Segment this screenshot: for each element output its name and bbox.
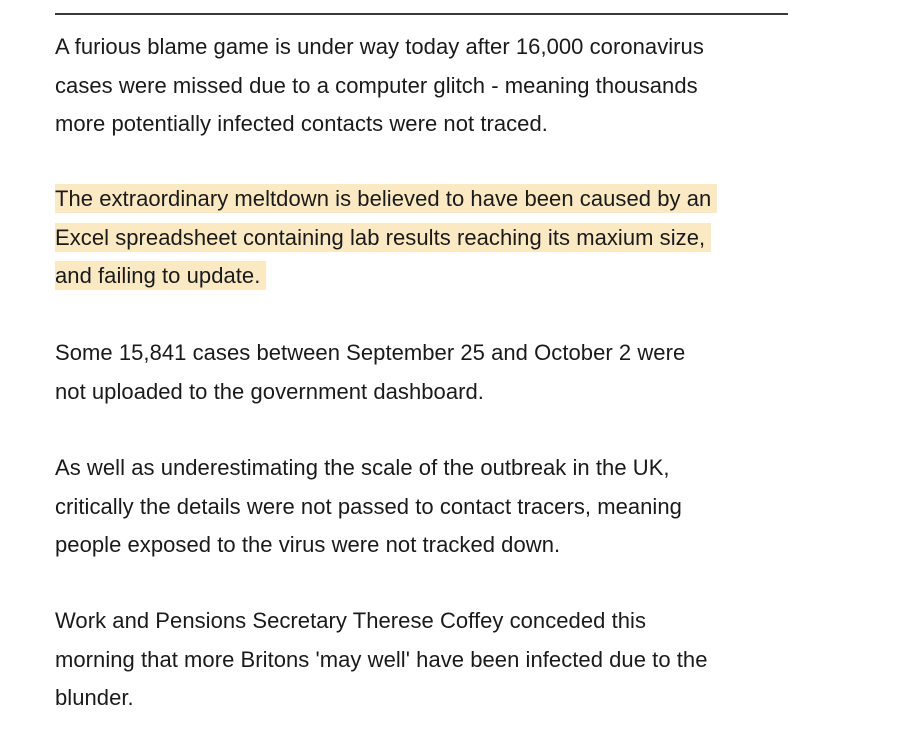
highlighted-line: Excel spreadsheet containing lab results…: [55, 222, 712, 252]
paragraph-line: Some 15,841 cases between September 25 a…: [55, 340, 686, 365]
paragraph-line: A furious blame game is under way today …: [55, 34, 704, 59]
highlighted-paragraph-excel: The extraordinary meltdown is believed t…: [55, 180, 718, 296]
paragraph-line: Work and Pensions Secretary Therese Coff…: [55, 608, 647, 633]
paragraph-line: As well as underestimating the scale of …: [55, 455, 670, 480]
paragraph-line: morning that more Britons 'may well' hav…: [55, 646, 708, 672]
top-divider: [55, 13, 788, 15]
paragraph-line: more potentially infected contacts were …: [55, 111, 548, 136]
paragraph-contact-tracers: As well as underestimating the scale of …: [55, 449, 682, 565]
paragraph-line: blunder.: [55, 685, 134, 710]
highlighted-line: The extraordinary meltdown is believed t…: [55, 184, 718, 213]
paragraph-blame-game: A furious blame game is under way today …: [55, 28, 704, 144]
highlighted-line: and failing to update.: [55, 261, 267, 290]
paragraph-line: not uploaded to the government dashboard…: [55, 378, 484, 404]
paragraph-line: people exposed to the virus were not tra…: [55, 532, 561, 557]
paragraph-line: cases were missed due to a computer glit…: [55, 72, 698, 98]
paragraph-coffey-quote: Work and Pensions Secretary Therese Coff…: [55, 602, 708, 718]
paragraph-line: critically the details were not passed t…: [55, 493, 682, 519]
paragraph-case-count: Some 15,841 cases between September 25 a…: [55, 334, 685, 411]
